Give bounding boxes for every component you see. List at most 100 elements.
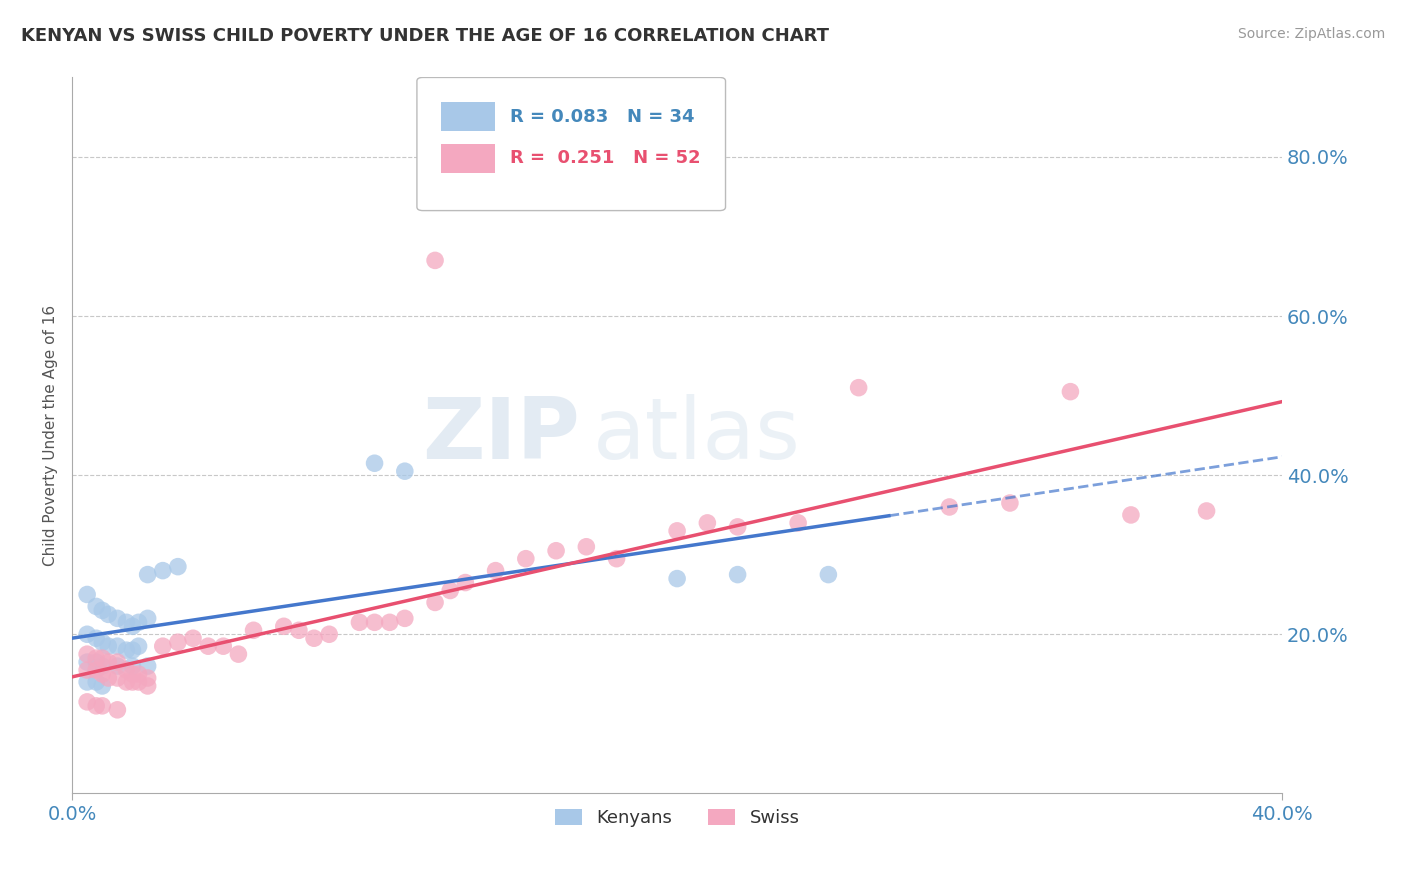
Point xyxy=(423,595,446,609)
Point xyxy=(84,651,107,665)
Point xyxy=(91,659,114,673)
Text: KENYAN VS SWISS CHILD POVERTY UNDER THE AGE OF 16 CORRELATION CHART: KENYAN VS SWISS CHILD POVERTY UNDER THE … xyxy=(21,27,830,45)
Point xyxy=(105,703,128,717)
Point xyxy=(128,667,150,681)
FancyBboxPatch shape xyxy=(441,103,495,131)
Point xyxy=(91,651,114,665)
Point xyxy=(696,516,718,530)
Point xyxy=(666,572,689,586)
Point xyxy=(152,639,174,653)
Point xyxy=(938,500,960,514)
Point xyxy=(288,624,311,638)
Point xyxy=(167,559,190,574)
Point xyxy=(121,667,143,681)
Point xyxy=(121,659,143,673)
Point xyxy=(76,627,98,641)
Text: ZIP: ZIP xyxy=(423,394,581,477)
Point xyxy=(91,635,114,649)
Point xyxy=(349,615,371,630)
Point xyxy=(727,520,749,534)
Point xyxy=(423,253,446,268)
Point xyxy=(121,675,143,690)
Point xyxy=(97,671,120,685)
Point xyxy=(394,464,416,478)
Point xyxy=(91,679,114,693)
Point xyxy=(181,632,204,646)
Point xyxy=(817,567,839,582)
Point xyxy=(84,675,107,690)
Point xyxy=(394,611,416,625)
Point xyxy=(115,615,138,630)
Point xyxy=(84,655,107,669)
Point xyxy=(128,639,150,653)
Point xyxy=(575,540,598,554)
Point xyxy=(115,663,138,677)
Point xyxy=(121,643,143,657)
Point xyxy=(136,611,159,625)
FancyBboxPatch shape xyxy=(418,78,725,211)
Point xyxy=(273,619,295,633)
Text: atlas: atlas xyxy=(592,394,800,477)
Point xyxy=(848,381,870,395)
Point xyxy=(105,611,128,625)
Point xyxy=(115,675,138,690)
Point xyxy=(76,647,98,661)
Point xyxy=(212,639,235,653)
Point xyxy=(76,675,98,690)
Point xyxy=(363,456,385,470)
Point xyxy=(91,698,114,713)
Point xyxy=(136,659,159,673)
Point xyxy=(136,567,159,582)
Point xyxy=(197,639,219,653)
Point xyxy=(439,583,461,598)
Legend: Kenyans, Swiss: Kenyans, Swiss xyxy=(547,802,807,834)
Point xyxy=(727,567,749,582)
Text: R =  0.251   N = 52: R = 0.251 N = 52 xyxy=(510,149,700,168)
Point xyxy=(84,632,107,646)
Point xyxy=(1059,384,1081,399)
Point xyxy=(115,643,138,657)
Point xyxy=(606,551,628,566)
Point xyxy=(363,615,385,630)
Point xyxy=(484,564,506,578)
Point xyxy=(76,655,98,669)
Point xyxy=(105,639,128,653)
Point xyxy=(787,516,810,530)
Y-axis label: Child Poverty Under the Age of 16: Child Poverty Under the Age of 16 xyxy=(44,305,58,566)
Point xyxy=(84,663,107,677)
Point xyxy=(998,496,1021,510)
Point xyxy=(105,659,128,673)
FancyBboxPatch shape xyxy=(441,144,495,173)
Point xyxy=(76,663,98,677)
Point xyxy=(378,615,401,630)
Point xyxy=(97,607,120,622)
Point xyxy=(97,655,120,669)
Point xyxy=(128,615,150,630)
Point xyxy=(91,667,114,681)
Point xyxy=(546,543,568,558)
Point xyxy=(1195,504,1218,518)
Point xyxy=(318,627,340,641)
Point xyxy=(228,647,250,661)
Point xyxy=(76,695,98,709)
Point xyxy=(242,624,264,638)
Text: R = 0.083   N = 34: R = 0.083 N = 34 xyxy=(510,108,695,126)
Point xyxy=(121,619,143,633)
Point xyxy=(136,679,159,693)
Point xyxy=(515,551,537,566)
Point xyxy=(97,639,120,653)
Point xyxy=(105,655,128,669)
Point xyxy=(1119,508,1142,522)
Point xyxy=(454,575,477,590)
Point xyxy=(91,603,114,617)
Point xyxy=(105,671,128,685)
Point xyxy=(84,698,107,713)
Point xyxy=(136,671,159,685)
Point xyxy=(152,564,174,578)
Point xyxy=(84,599,107,614)
Point xyxy=(76,587,98,601)
Point xyxy=(167,635,190,649)
Point xyxy=(666,524,689,538)
Text: Source: ZipAtlas.com: Source: ZipAtlas.com xyxy=(1237,27,1385,41)
Point xyxy=(302,632,325,646)
